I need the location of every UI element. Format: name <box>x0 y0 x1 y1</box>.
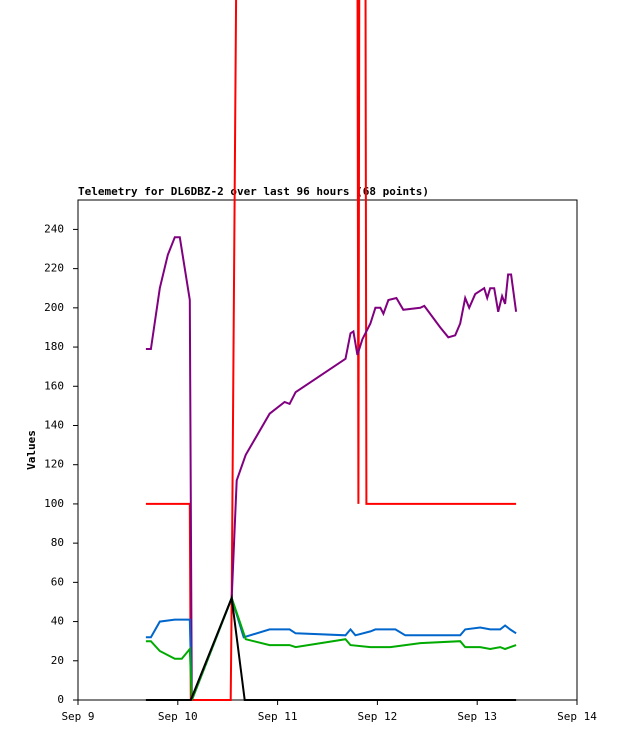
y-tick-label: 140 <box>44 418 64 431</box>
series-line <box>145 0 517 701</box>
y-tick-label: 0 <box>57 693 64 706</box>
y-tick-label: 180 <box>44 340 64 353</box>
y-tick-label: 120 <box>44 458 64 471</box>
x-tick-label: Sep 14 <box>557 710 597 723</box>
series-line <box>145 594 517 701</box>
x-tick-label: Sep 12 <box>358 710 398 723</box>
y-tick-label: 100 <box>44 497 64 510</box>
chart-title: Telemetry for DL6DBZ-2 over last 96 hour… <box>78 185 429 198</box>
x-tick-label: Sep 9 <box>61 710 94 723</box>
series-line <box>145 594 517 701</box>
y-axis-label: Values <box>25 430 38 470</box>
x-tick-label: Sep 11 <box>258 710 298 723</box>
series-line <box>145 236 518 701</box>
y-tick-label: 40 <box>51 615 64 628</box>
y-tick-label: 60 <box>51 575 64 588</box>
y-tick-label: 200 <box>44 301 64 314</box>
x-tick-label: Sep 10 <box>158 710 198 723</box>
plot-frame <box>77 199 578 701</box>
y-tick-label: 20 <box>51 654 64 667</box>
y-tick-label: 220 <box>44 262 64 275</box>
y-tick-label: 80 <box>51 536 64 549</box>
x-tick-label: Sep 13 <box>457 710 497 723</box>
y-tick-label: 240 <box>44 222 64 235</box>
y-tick-label: 160 <box>44 379 64 392</box>
series-line <box>145 595 517 701</box>
